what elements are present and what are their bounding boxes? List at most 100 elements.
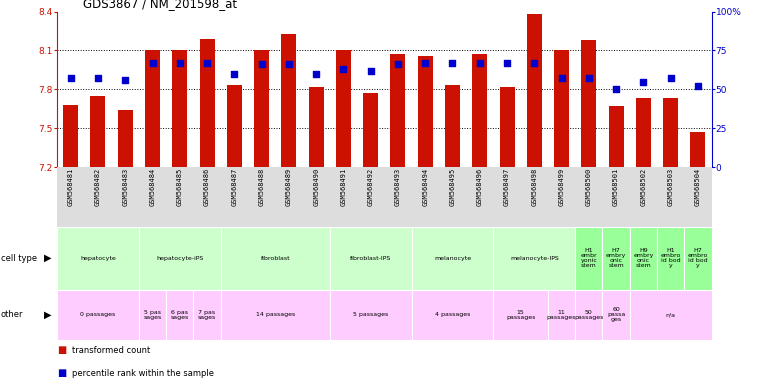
- Text: 7 pas
sages: 7 pas sages: [198, 310, 216, 320]
- Text: GSM568481: GSM568481: [68, 168, 74, 207]
- Text: GSM568487: GSM568487: [231, 168, 237, 207]
- Text: GSM568483: GSM568483: [123, 168, 129, 207]
- Bar: [575, 290, 603, 340]
- Bar: [336, 50, 351, 167]
- Bar: [221, 227, 330, 290]
- Point: [583, 75, 595, 81]
- Text: 4 passages: 4 passages: [435, 312, 470, 318]
- Bar: [139, 290, 166, 340]
- Bar: [363, 93, 378, 167]
- Bar: [527, 14, 542, 167]
- Text: 15
passages: 15 passages: [506, 310, 535, 320]
- Point: [256, 61, 268, 68]
- Bar: [166, 290, 193, 340]
- Text: GSM568484: GSM568484: [149, 168, 155, 207]
- Text: H7
embro
id bod
y: H7 embro id bod y: [688, 248, 708, 268]
- Text: melanocyte-IPS: melanocyte-IPS: [510, 256, 559, 261]
- Bar: [139, 227, 221, 290]
- Text: H7
embry
onic
stem: H7 embry onic stem: [606, 248, 626, 268]
- Text: hepatocyte-iPS: hepatocyte-iPS: [156, 256, 203, 261]
- Point: [528, 60, 540, 66]
- Text: percentile rank within the sample: percentile rank within the sample: [72, 369, 215, 378]
- Point: [664, 75, 677, 81]
- Point: [501, 60, 513, 66]
- Text: GSM568486: GSM568486: [204, 168, 210, 207]
- Point: [556, 75, 568, 81]
- Text: H9
embry
onic
stem: H9 embry onic stem: [633, 248, 654, 268]
- Text: transformed count: transformed count: [72, 346, 151, 355]
- Bar: [193, 290, 221, 340]
- Text: fibroblast: fibroblast: [260, 256, 290, 261]
- Text: GSM568499: GSM568499: [559, 168, 565, 207]
- Bar: [63, 105, 78, 167]
- Bar: [221, 290, 330, 340]
- Text: H1
embro
id bod
y: H1 embro id bod y: [661, 248, 681, 268]
- Bar: [684, 227, 712, 290]
- Bar: [445, 85, 460, 167]
- Text: 11
passages: 11 passages: [547, 310, 576, 320]
- Text: H1
embr
yonic
stem: H1 embr yonic stem: [581, 248, 597, 268]
- Point: [174, 60, 186, 66]
- Text: 6 pas
sages: 6 pas sages: [170, 310, 189, 320]
- Text: hepatocyte: hepatocyte: [80, 256, 116, 261]
- Bar: [57, 290, 139, 340]
- Bar: [412, 290, 493, 340]
- Bar: [636, 98, 651, 167]
- Point: [365, 68, 377, 74]
- Point: [310, 71, 322, 77]
- Bar: [254, 50, 269, 167]
- Bar: [663, 98, 678, 167]
- Point: [447, 60, 459, 66]
- Text: 5 pas
sages: 5 pas sages: [143, 310, 161, 320]
- Bar: [657, 227, 684, 290]
- Text: GSM568490: GSM568490: [313, 168, 319, 207]
- Point: [283, 61, 295, 68]
- Bar: [227, 85, 242, 167]
- Text: GSM568502: GSM568502: [640, 168, 646, 207]
- Text: GSM568492: GSM568492: [368, 168, 374, 207]
- Bar: [145, 50, 160, 167]
- Bar: [412, 227, 493, 290]
- Bar: [603, 227, 630, 290]
- Text: fibroblast-IPS: fibroblast-IPS: [350, 256, 391, 261]
- Text: 50
passages: 50 passages: [574, 310, 603, 320]
- Bar: [630, 290, 712, 340]
- Bar: [418, 56, 433, 167]
- Bar: [499, 87, 514, 167]
- Text: GSM568482: GSM568482: [95, 168, 101, 207]
- Text: ■: ■: [57, 345, 66, 356]
- Text: GSM568498: GSM568498: [531, 168, 537, 207]
- Bar: [554, 50, 569, 167]
- Bar: [330, 290, 412, 340]
- Text: GSM568488: GSM568488: [259, 168, 265, 207]
- Bar: [199, 39, 215, 167]
- Point: [146, 60, 158, 66]
- Point: [610, 86, 622, 92]
- Bar: [603, 290, 630, 340]
- Bar: [390, 54, 406, 167]
- Point: [692, 83, 704, 89]
- Text: GSM568501: GSM568501: [613, 168, 619, 207]
- Bar: [330, 227, 412, 290]
- Bar: [630, 227, 657, 290]
- Text: GSM568493: GSM568493: [395, 168, 401, 207]
- Point: [637, 78, 649, 84]
- Text: ■: ■: [57, 368, 66, 379]
- Text: GSM568496: GSM568496: [476, 168, 482, 207]
- Bar: [118, 110, 132, 167]
- Point: [201, 60, 213, 66]
- Text: GSM568489: GSM568489: [286, 168, 292, 207]
- Bar: [91, 96, 106, 167]
- Point: [92, 75, 104, 81]
- Text: GDS3867 / NM_201598_at: GDS3867 / NM_201598_at: [83, 0, 237, 10]
- Point: [473, 60, 486, 66]
- Text: ▶: ▶: [44, 253, 52, 263]
- Point: [65, 75, 77, 81]
- Bar: [172, 50, 187, 167]
- Text: n/a: n/a: [666, 312, 676, 318]
- Text: GSM568495: GSM568495: [450, 168, 456, 207]
- Point: [119, 77, 132, 83]
- Text: 60
passa
ges: 60 passa ges: [607, 307, 626, 323]
- Point: [228, 71, 240, 77]
- Bar: [493, 227, 575, 290]
